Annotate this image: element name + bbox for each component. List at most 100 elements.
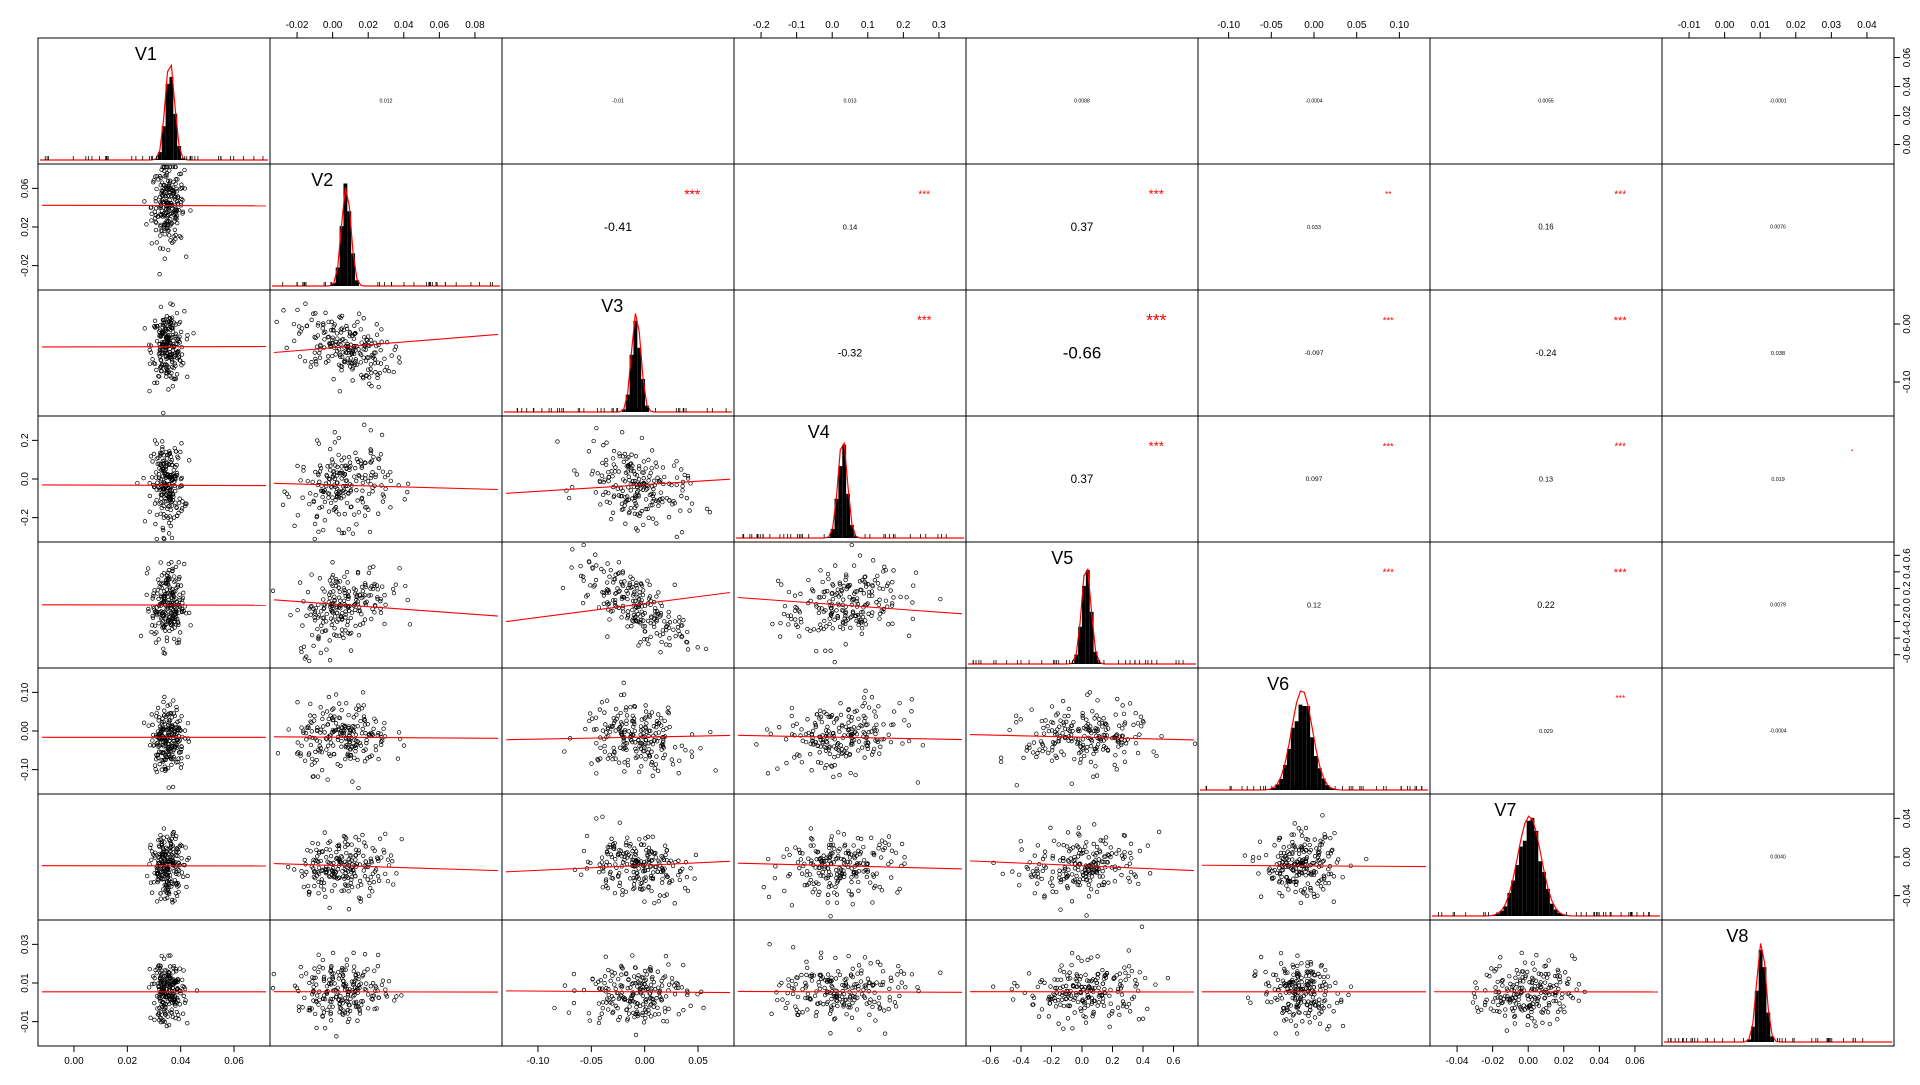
scatter-point — [1117, 745, 1121, 749]
scatter-point — [313, 335, 317, 339]
scatter-point — [644, 710, 648, 714]
scatter-point — [677, 629, 681, 633]
scatter-point — [765, 728, 769, 732]
scatter-point — [156, 578, 160, 582]
scatter-point — [836, 831, 840, 835]
tick-label-bottom: 0.05 — [688, 1056, 708, 1067]
tick-label-bottom: 0.06 — [224, 1056, 244, 1067]
scatter-point — [622, 681, 626, 685]
scatter-point — [1113, 763, 1117, 767]
scatter-point — [341, 869, 345, 873]
scatter-point — [867, 706, 871, 710]
scatter-point — [608, 730, 612, 734]
scatter-point — [175, 311, 179, 315]
scatter-point — [303, 858, 307, 862]
scatter-point — [1046, 751, 1050, 755]
tick-label-bottom: 0.0 — [1075, 1056, 1089, 1067]
scatter-point — [373, 611, 377, 615]
scatter-point — [149, 858, 153, 862]
scatter-point — [805, 869, 809, 873]
scatter-point — [167, 786, 171, 790]
scatter-point — [340, 708, 344, 712]
scatter-point — [380, 585, 384, 589]
scatter-point — [606, 635, 610, 639]
scatter-point — [155, 900, 159, 904]
scatter-point — [350, 843, 354, 847]
scatter-point — [342, 494, 346, 498]
scatter-point — [644, 757, 648, 761]
scatter-point — [180, 857, 184, 861]
scatter-point — [170, 898, 174, 902]
tick-label-top: 0.08 — [465, 20, 485, 31]
scatter-point — [1123, 760, 1127, 764]
scatter-point — [317, 321, 321, 325]
scatter-point — [1090, 709, 1094, 713]
scatter-point — [1121, 727, 1125, 731]
scatter-point — [852, 844, 856, 848]
scatter-point — [324, 895, 328, 899]
scatter-point — [655, 522, 659, 526]
scatter-point — [331, 560, 335, 564]
scatter-point — [870, 695, 874, 699]
scatter-point — [379, 611, 383, 615]
scatter-panel-r2-c1 — [274, 302, 498, 393]
scatter-point — [793, 618, 797, 622]
scatter-point — [603, 744, 607, 748]
scatter-point — [159, 897, 163, 901]
scatter-point — [167, 234, 171, 238]
scatter-point — [303, 359, 307, 363]
histogram-bar — [1534, 831, 1538, 916]
scatter-point — [871, 901, 875, 905]
scatter-point — [705, 507, 709, 511]
tick-label-top: 0.1 — [861, 20, 875, 31]
scatter-point — [150, 242, 154, 246]
scatter-point — [847, 721, 851, 725]
scatter-point — [154, 522, 158, 526]
scatter-point — [892, 569, 896, 573]
scatter-point — [838, 773, 842, 777]
scatter-point — [397, 356, 401, 360]
scatter-point — [644, 704, 648, 708]
histogram-V2 — [272, 184, 500, 286]
scatter-point — [1035, 755, 1039, 759]
scatter-point — [767, 895, 771, 899]
scatter-point — [320, 750, 324, 754]
scatter-point — [146, 567, 150, 571]
scatter-point — [797, 866, 801, 870]
scatter-point — [637, 478, 641, 482]
scatter-point — [300, 650, 304, 654]
scatter-point — [1120, 873, 1124, 877]
scatter-point — [677, 859, 681, 863]
scatter-point — [649, 635, 653, 639]
scatter-point — [180, 762, 184, 766]
scatter-point — [690, 502, 694, 506]
scatter-point — [310, 721, 314, 725]
scatter-point — [375, 322, 379, 326]
scatter-point — [1065, 845, 1069, 849]
scatter-point — [632, 883, 636, 887]
histogram-bar — [1287, 749, 1291, 790]
scatter-point — [797, 635, 801, 639]
tick-label-bottom: 0.04 — [1590, 1056, 1610, 1067]
scatter-point — [666, 706, 670, 710]
scatter-point — [150, 219, 154, 223]
tick-label-left: -0.02 — [20, 254, 31, 277]
histogram-bar — [641, 379, 645, 412]
scatter-point — [659, 491, 663, 495]
scatter-point — [328, 596, 332, 600]
scatter-point — [621, 610, 625, 614]
scatter-point — [333, 615, 337, 619]
scatter-point — [326, 744, 330, 748]
scatter-point — [676, 873, 680, 877]
scatter-point — [383, 832, 387, 836]
scatter-point — [656, 769, 660, 773]
histogram-bar — [169, 77, 173, 160]
scatter-point — [631, 497, 635, 501]
scatter-point — [310, 730, 314, 734]
scatter-point — [182, 562, 186, 566]
scatter-point — [313, 884, 317, 888]
scatter-point — [186, 874, 190, 878]
tick-label-top: -0.05 — [1260, 20, 1283, 31]
scatter-point — [1070, 873, 1074, 877]
scatter-point — [333, 626, 337, 630]
